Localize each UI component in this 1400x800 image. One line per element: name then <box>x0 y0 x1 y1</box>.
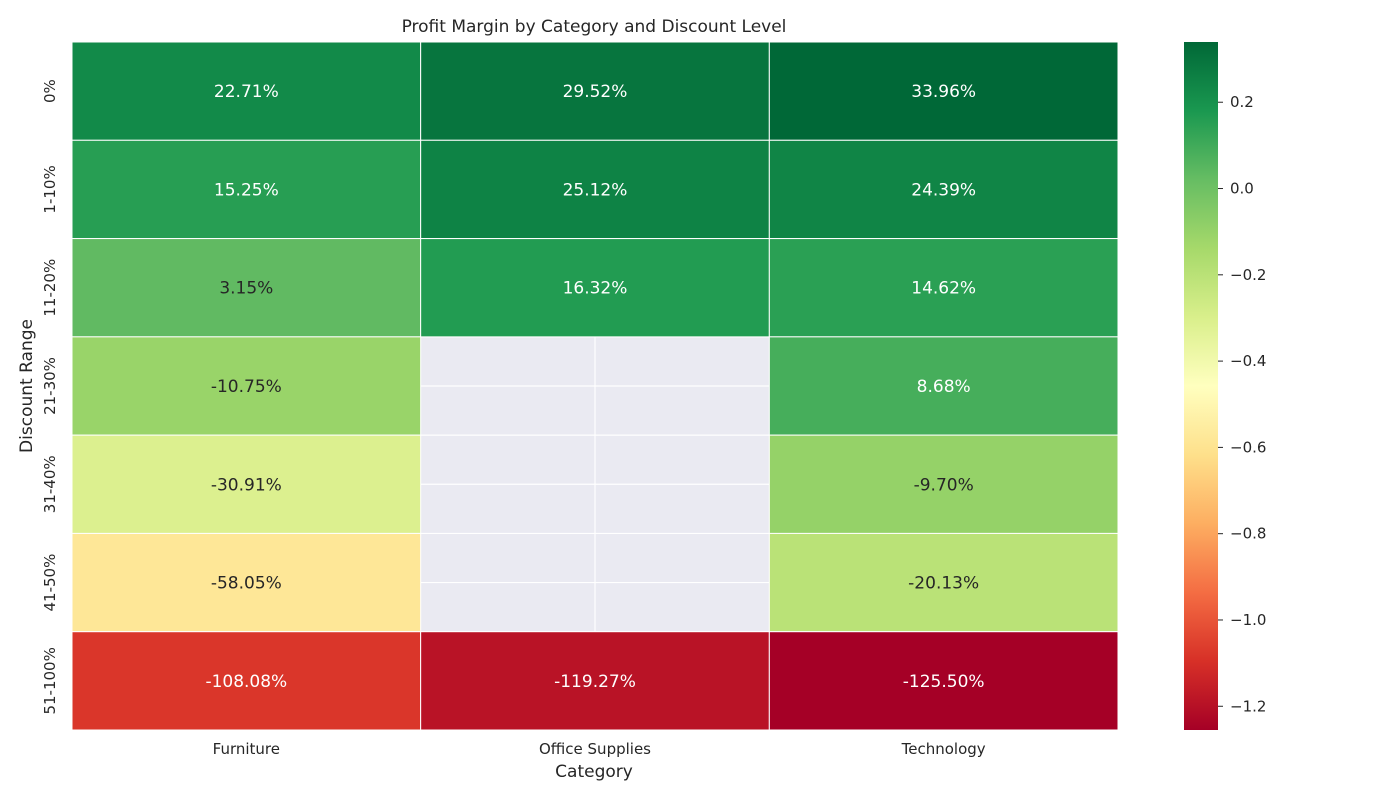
colorbar-tick-label: −0.8 <box>1230 525 1266 543</box>
heatmap-cell <box>768 139 1119 240</box>
cell-label: -9.70% <box>914 475 974 495</box>
x-axis-ticks: Furniture Office Supplies Technology <box>213 740 986 758</box>
cell-label: 8.68% <box>917 377 971 397</box>
x-tick-label: Office Supplies <box>539 740 651 758</box>
heatmap-cell <box>420 139 770 240</box>
colorbar-tick-label: −0.4 <box>1230 352 1266 370</box>
colorbar-tick-label: 0.2 <box>1230 93 1254 111</box>
chart-title: Profit Margin by Category and Discount L… <box>402 17 787 37</box>
cell-label: 29.52% <box>563 82 628 102</box>
cell-label: 33.96% <box>911 82 976 102</box>
heatmap-cell <box>768 41 1119 141</box>
cell-label: 24.39% <box>911 180 976 200</box>
cell-label: 16.32% <box>563 279 628 299</box>
cell-label: 25.12% <box>563 180 628 200</box>
heatmap-cell <box>71 139 422 240</box>
heatmap-cell <box>71 238 422 338</box>
y-tick-label: 41-50% <box>41 554 59 612</box>
y-tick-label: 1-10% <box>41 165 59 213</box>
y-tick-label: 11-20% <box>41 259 59 317</box>
colorbar-tick-label: −0.6 <box>1230 438 1266 456</box>
heatmap-cell <box>768 532 1119 633</box>
x-tick-label: Furniture <box>213 740 280 758</box>
heatmap-cell <box>71 532 422 633</box>
heatmap-cell <box>71 336 422 436</box>
y-tick-label: 0% <box>41 79 59 103</box>
heatmap-cells <box>71 41 1119 731</box>
cell-label: -30.91% <box>211 475 282 495</box>
colorbar-tick-label: −0.2 <box>1230 266 1266 284</box>
cell-label: -20.13% <box>908 574 979 594</box>
heatmap-cell <box>768 336 1119 436</box>
x-axis-label: Category <box>555 762 633 782</box>
heatmap-cell-labels: 22.71% 29.52% 33.96% 15.25% 25.12% 24.39% 3.15… <box>205 82 984 692</box>
heatmap-cell <box>71 631 422 731</box>
colorbar-tick-label: 0.0 <box>1230 180 1254 198</box>
y-axis-label: Discount Range <box>17 319 37 453</box>
cell-label: 15.25% <box>214 180 279 200</box>
heatmap-cell <box>420 41 770 141</box>
cell-label: 3.15% <box>219 279 273 299</box>
heatmap-cell <box>71 434 422 534</box>
cell-label: -10.75% <box>211 377 282 397</box>
colorbar <box>1184 42 1218 730</box>
colorbar-ticks: 0.2 0.0 −0.2 −0.4 −0.6 −0.8 −1.0 −1.2 <box>1218 93 1266 715</box>
heatmap-cell <box>71 41 422 141</box>
y-tick-label: 21-30% <box>41 357 59 415</box>
y-tick-label: 31-40% <box>41 455 59 513</box>
y-axis-ticks: 0% 1-10% 11-20% 21-30% 31-40% 41-50% 51-100% <box>41 79 59 714</box>
colorbar-tick-label: −1.2 <box>1230 697 1266 715</box>
x-tick-label: Technology <box>901 740 986 758</box>
heatmap-cell <box>768 238 1119 338</box>
heatmap-cell <box>768 631 1119 731</box>
cell-label: 22.71% <box>214 82 279 102</box>
cell-label: -58.05% <box>211 574 282 594</box>
colorbar-tick-label: −1.0 <box>1230 611 1266 629</box>
cell-label: -125.50% <box>903 672 985 692</box>
cell-label: 14.62% <box>911 279 976 299</box>
heatmap-cell <box>420 631 770 731</box>
y-tick-label: 51-100% <box>41 647 59 714</box>
heatmap-cell <box>768 434 1119 534</box>
cell-label: -119.27% <box>554 672 636 692</box>
cell-label: -108.08% <box>205 672 287 692</box>
